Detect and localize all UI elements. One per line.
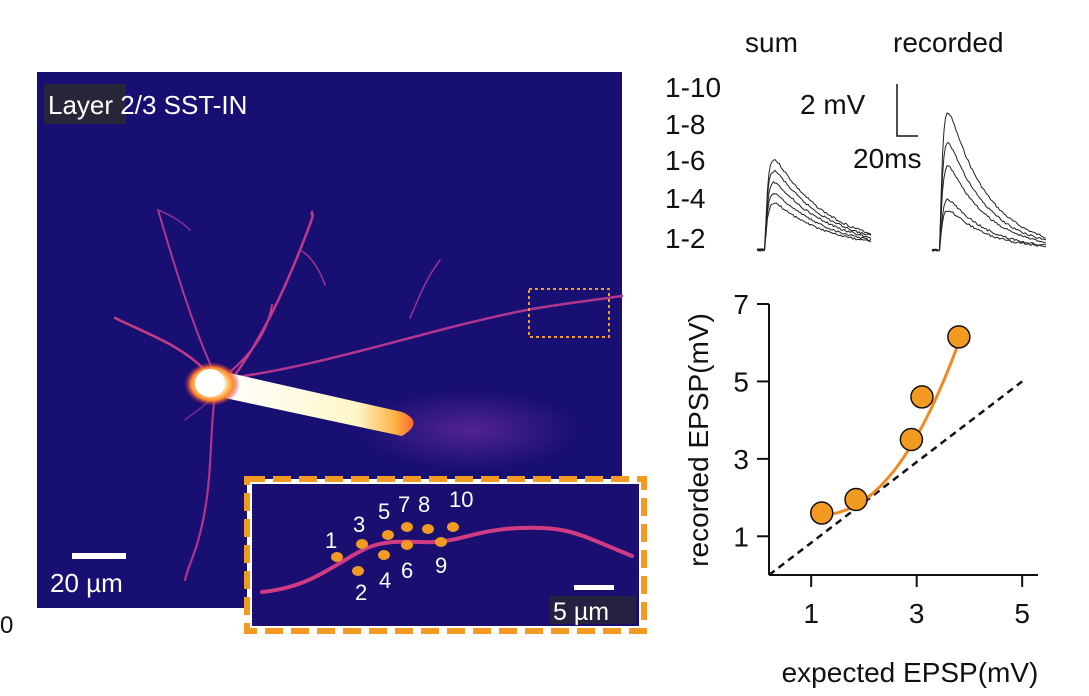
row-labels: 1-10 1-8 1-6 1-4 1-2	[665, 72, 721, 254]
inset-panel: 1 2 3 4 5 6 7 8 9 10 5 µm	[244, 476, 647, 634]
scatter-marks	[768, 325, 1023, 576]
site-8	[422, 524, 434, 534]
site-2	[352, 566, 364, 576]
sum-label: sum	[745, 27, 798, 58]
site-label-3: 3	[353, 512, 365, 537]
sum-traces	[756, 159, 872, 252]
site-6	[401, 540, 413, 550]
y-axis-label: recorded EPSP(mV)	[683, 313, 714, 567]
scatter-ticks: 1 3 5 1 3 5 7	[733, 289, 1030, 629]
sum-trace	[756, 180, 872, 252]
site-label-1: 1	[325, 528, 337, 553]
scale-voltage-label: 2 mV	[800, 89, 866, 120]
data-point-1	[809, 501, 834, 525]
scale-time-label: 20ms	[853, 143, 921, 174]
site-label-4: 4	[379, 568, 391, 593]
recorded-trace	[931, 165, 1047, 252]
recorded-trace	[931, 112, 1047, 251]
recorded-label: recorded	[893, 27, 1004, 58]
site-3	[356, 539, 368, 549]
pipette	[225, 372, 414, 436]
y-tick-label: 7	[733, 289, 749, 320]
x-axis-label: expected EPSP(mV)	[782, 657, 1039, 688]
unity-line	[768, 380, 1023, 576]
recorded-trace	[931, 210, 1047, 252]
site-label-10: 10	[449, 487, 473, 512]
sum-trace	[756, 193, 872, 252]
row-label-1-10: 1-10	[665, 72, 721, 103]
site-1	[331, 552, 343, 562]
soma-core	[195, 369, 225, 397]
x-tick-label: 5	[1014, 598, 1030, 629]
y-tick-label: 3	[733, 444, 749, 475]
site-label-2: 2	[355, 580, 367, 605]
uncaging-sites	[331, 522, 459, 576]
inset-scale-backdrop	[550, 596, 636, 624]
scatter-plot: 1 3 5 1 3 5 7 expected EPSP(mV) recorded EPSP(…	[683, 289, 1038, 688]
site-label-7: 7	[398, 492, 410, 517]
scatter-axes	[768, 304, 1038, 576]
row-label-1-4: 1-4	[665, 183, 705, 214]
row-label-1-8: 1-8	[665, 109, 705, 140]
site-4	[378, 550, 390, 560]
fit-curve	[821, 341, 961, 517]
sum-trace	[756, 169, 872, 252]
data-point-5	[947, 325, 971, 349]
site-label-9: 9	[435, 553, 447, 578]
recorded-traces	[931, 112, 1047, 252]
title-backdrop	[44, 84, 126, 124]
pipette-haze	[360, 390, 580, 470]
x-tick-label: 1	[803, 598, 819, 629]
inset-dendrite	[260, 525, 634, 594]
site-label-5: 5	[378, 499, 390, 524]
sum-trace	[757, 202, 872, 252]
inset-scale-label: 5 µm	[553, 598, 609, 626]
site-labels: 1 2 3 4 5 6 7 8 9 10	[325, 487, 473, 605]
y-tick-label: 1	[733, 521, 749, 552]
recorded-trace	[931, 198, 1046, 252]
data-point-4	[910, 385, 934, 409]
recorded-trace	[931, 141, 1047, 252]
site-10	[447, 522, 459, 532]
row-label-1-6: 1-6	[665, 145, 705, 176]
scale-bar	[72, 553, 126, 559]
site-5	[382, 530, 394, 540]
y-tick-label: 5	[733, 366, 749, 397]
sum-trace	[756, 159, 872, 252]
data-point-2	[844, 487, 868, 512]
site-label-6: 6	[401, 558, 413, 583]
traces-panel: sum recorded 1-10 1-8 1-6 1-4 1-2 2 mV 2…	[665, 27, 1047, 254]
data-point-3	[899, 427, 924, 452]
scale-bar-label: 20 µm	[50, 568, 123, 598]
x-tick-label: 3	[909, 598, 925, 629]
trace-scale-bar	[896, 84, 918, 137]
site-7	[401, 522, 413, 532]
roi-box	[528, 288, 610, 338]
site-label-8: 8	[418, 492, 430, 517]
micrograph-title: Layer 2/3 SST-IN	[48, 90, 247, 120]
site-9	[435, 537, 447, 547]
stray-tick-label: 0	[0, 612, 13, 639]
row-label-1-2: 1-2	[665, 223, 705, 254]
inset-scale-bar	[574, 585, 614, 590]
